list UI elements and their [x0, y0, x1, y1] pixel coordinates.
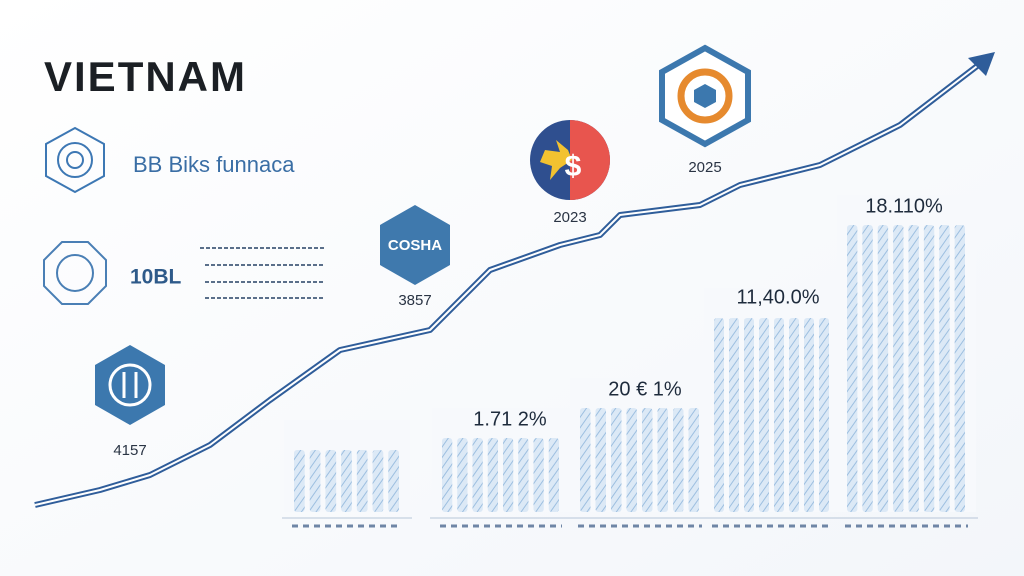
bar: [533, 438, 544, 512]
bar-label: 18.110%: [865, 195, 943, 217]
bar: [442, 438, 453, 512]
bar: [954, 225, 965, 512]
badge-caption: 4157: [113, 442, 146, 459]
bar: [580, 408, 591, 512]
bar-panel: [570, 378, 710, 512]
trend-line-inner: [34, 59, 986, 506]
badge-caption: 2025: [688, 159, 721, 176]
bar: [774, 318, 784, 512]
title: VIETNAM: [44, 53, 247, 100]
bar: [714, 318, 724, 512]
bar-area: 1.71 2% 20 € 1% 11,40.0% 18.110%: [282, 195, 978, 528]
bar: [657, 408, 668, 512]
arrow-head: [968, 52, 995, 76]
bar: [744, 318, 754, 512]
bar: [518, 438, 529, 512]
svg-text:$: $: [565, 150, 582, 183]
bar: [819, 318, 829, 512]
badge-icon: [659, 44, 751, 148]
bar: [325, 450, 337, 512]
bar: [472, 438, 483, 512]
bar-panel: [432, 408, 570, 512]
bar: [503, 438, 514, 512]
legend-label: BB Biks funnaca: [133, 152, 295, 177]
bar: [923, 225, 935, 512]
bar: [309, 450, 321, 512]
bar: [457, 438, 468, 512]
bar: [356, 450, 368, 512]
bar: [939, 225, 950, 512]
bar: [611, 408, 622, 512]
bar: [862, 225, 873, 512]
bar-panel: [704, 288, 840, 512]
bar: [893, 225, 904, 512]
badge-icon-text: COSHA: [388, 237, 442, 254]
bar: [595, 408, 606, 512]
badge-icon: [380, 205, 450, 285]
legend-icon: [45, 126, 105, 194]
bar: [789, 318, 799, 512]
bar: [847, 225, 858, 512]
bar: [688, 408, 699, 512]
bar: [804, 318, 814, 512]
bar-label: 1.71 2%: [473, 408, 547, 430]
bar-panel: [837, 195, 976, 512]
bar: [341, 450, 352, 512]
fine-print: [200, 247, 325, 299]
bar: [759, 318, 769, 512]
bar: [642, 408, 653, 512]
bar-label: 20 € 1%: [608, 378, 682, 400]
bar-label: 11,40.0%: [736, 286, 819, 308]
bar: [729, 318, 739, 512]
bar: [294, 450, 305, 512]
badge-icon: [95, 345, 165, 425]
legend-icon: [43, 241, 107, 305]
badge-icon: $: [530, 120, 610, 200]
bar: [626, 408, 637, 512]
bar: [372, 450, 384, 512]
bar: [487, 438, 498, 512]
bar: [673, 408, 684, 512]
bar: [388, 450, 399, 512]
badge-caption: 3857: [398, 292, 431, 309]
bar: [908, 225, 919, 512]
badge-caption: 2023: [553, 209, 586, 226]
bar: [877, 225, 889, 512]
bar: [548, 438, 559, 512]
legend-label: 10BL: [130, 266, 182, 289]
